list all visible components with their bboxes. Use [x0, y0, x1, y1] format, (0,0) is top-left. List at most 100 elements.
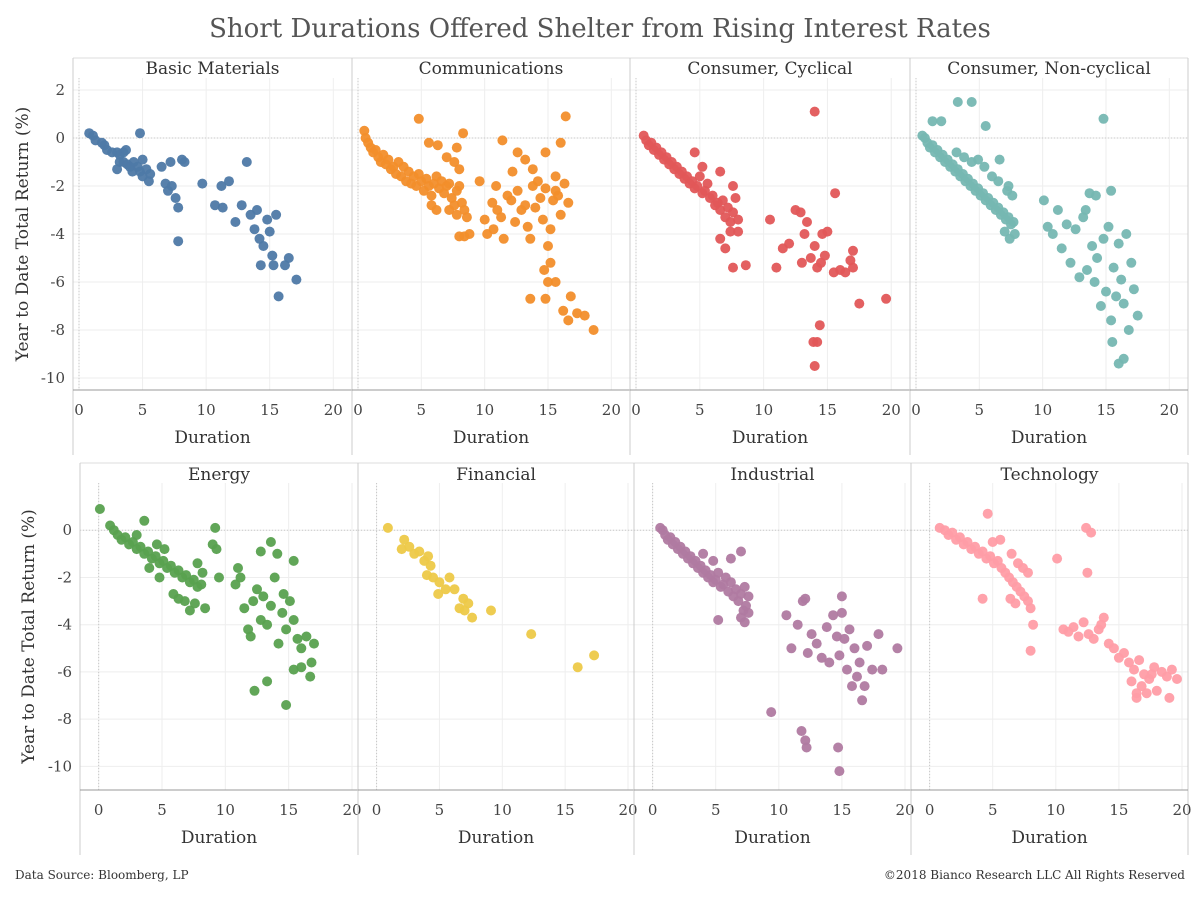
- point-communications: [444, 178, 455, 189]
- point-consumer-non-cyclical: [1113, 358, 1124, 369]
- point-industrial: [833, 742, 844, 753]
- point-communications: [449, 157, 460, 167]
- panel-title-consumer-non-cyclical: Consumer, Non-cyclical: [947, 59, 1151, 79]
- point-consumer-non-cyclical: [1101, 286, 1111, 297]
- point-communications: [451, 209, 462, 220]
- x-axis-label: Duration: [181, 828, 257, 848]
- point-technology: [1006, 548, 1017, 559]
- point-consumer-cyclical: [720, 243, 731, 254]
- point-technology: [1052, 553, 1063, 564]
- point-industrial: [708, 555, 719, 566]
- point-consumer-non-cyclical: [1087, 241, 1098, 251]
- point-consumer-cyclical: [799, 229, 810, 239]
- point-consumer-non-cyclical: [1107, 337, 1118, 347]
- point-industrial: [831, 631, 842, 642]
- point-communications: [426, 190, 437, 201]
- x-tick-label: 20: [324, 401, 343, 419]
- point-energy: [94, 504, 105, 514]
- x-tick-label: 10: [754, 401, 773, 419]
- point-energy: [210, 522, 221, 533]
- x-tick-label: 5: [695, 401, 705, 419]
- point-communications: [579, 310, 590, 321]
- point-communications: [454, 164, 465, 175]
- point-communications: [487, 197, 498, 208]
- point-communications: [423, 137, 434, 148]
- x-tick-label: 20: [342, 801, 361, 819]
- point-consumer-non-cyclical: [1082, 265, 1092, 275]
- point-communications: [527, 164, 538, 175]
- point-communications: [532, 176, 543, 187]
- point-energy: [296, 662, 307, 673]
- panel-title-technology: Technology: [1001, 465, 1099, 485]
- point-consumer-non-cyclical: [959, 152, 970, 163]
- point-industrial: [839, 633, 850, 644]
- point-communications: [506, 195, 517, 206]
- point-technology: [1164, 692, 1175, 703]
- point-consumer-non-cyclical: [1116, 274, 1127, 285]
- point-consumer-non-cyclical: [1098, 113, 1109, 124]
- point-financial: [440, 584, 451, 595]
- point-basic-materials: [268, 260, 279, 271]
- x-tick-label: 15: [279, 801, 298, 819]
- point-industrial: [867, 664, 878, 675]
- y-tick-label: 0: [62, 521, 72, 539]
- point-energy: [305, 671, 316, 682]
- point-communications: [426, 200, 437, 211]
- point-energy: [301, 631, 312, 642]
- point-consumer-non-cyclical: [1103, 221, 1114, 232]
- point-basic-materials: [230, 217, 241, 227]
- x-tick-label: 5: [435, 801, 445, 819]
- point-consumer-cyclical: [819, 250, 830, 261]
- x-tick-label: 10: [475, 401, 494, 419]
- point-communications: [432, 140, 443, 151]
- point-communications: [545, 257, 556, 268]
- point-communications: [558, 305, 569, 316]
- y-tick-label: -2: [57, 568, 72, 586]
- point-energy: [288, 555, 299, 566]
- point-technology: [1134, 655, 1145, 666]
- x-tick-label: 0: [911, 401, 921, 419]
- point-communications: [507, 166, 518, 177]
- x-tick-label: 5: [988, 801, 998, 819]
- point-financial: [589, 650, 600, 661]
- point-industrial: [786, 643, 797, 654]
- point-consumer-cyclical: [717, 195, 728, 206]
- point-industrial: [844, 624, 855, 635]
- chart-title: Short Durations Offered Shelter from Ris…: [209, 14, 991, 44]
- point-industrial: [806, 629, 817, 640]
- point-energy: [168, 589, 179, 599]
- point-industrial: [859, 681, 870, 692]
- point-consumer-cyclical: [822, 226, 833, 237]
- point-industrial: [852, 671, 862, 682]
- point-communications: [543, 277, 553, 287]
- x-axis-label: Duration: [1011, 428, 1087, 448]
- point-energy: [278, 589, 289, 599]
- point-consumer-non-cyclical: [1052, 205, 1063, 215]
- x-tick-label: 15: [1109, 801, 1128, 819]
- point-consumer-cyclical: [809, 106, 820, 117]
- point-industrial: [736, 546, 746, 557]
- point-communications: [479, 214, 490, 225]
- x-tick-label: 15: [1096, 401, 1115, 419]
- x-tick-label: 0: [372, 801, 382, 819]
- point-technology: [1088, 633, 1099, 644]
- point-consumer-cyclical: [809, 241, 820, 251]
- point-financial: [434, 577, 445, 588]
- point-basic-materials: [273, 291, 284, 302]
- point-energy: [262, 619, 273, 630]
- point-industrial: [892, 643, 903, 654]
- x-tick-label: 10: [1033, 401, 1052, 419]
- point-industrial: [725, 553, 736, 564]
- point-basic-materials: [217, 202, 228, 213]
- point-consumer-cyclical: [692, 181, 703, 191]
- x-tick-label: 0: [925, 801, 935, 819]
- point-consumer-cyclical: [715, 166, 726, 177]
- point-consumer-cyclical: [784, 238, 795, 249]
- point-basic-materials: [165, 157, 176, 167]
- point-consumer-non-cyclical: [1121, 229, 1132, 239]
- x-axis-label: Duration: [732, 428, 808, 448]
- point-basic-materials: [173, 236, 184, 247]
- point-consumer-non-cyclical: [1111, 291, 1122, 302]
- panel-title-communications: Communications: [419, 59, 564, 79]
